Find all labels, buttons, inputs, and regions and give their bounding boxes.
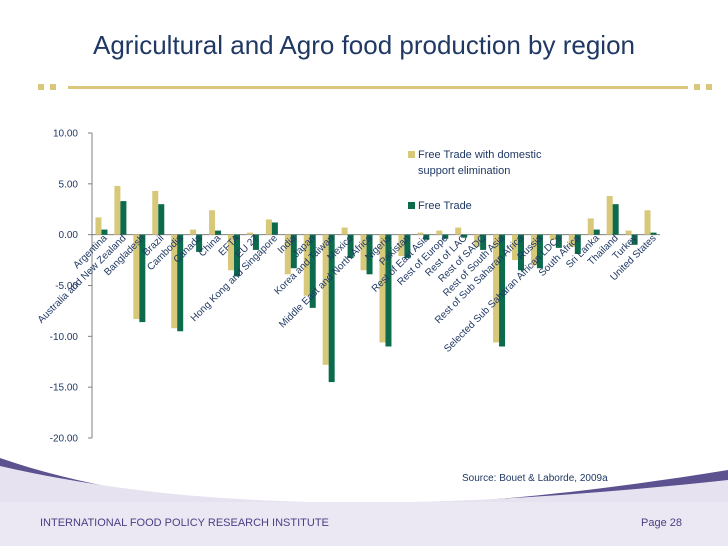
bar [171,234,178,329]
bar [139,234,146,323]
title-rule-dot [706,84,712,90]
bar [518,234,524,271]
bar [114,185,121,235]
bar [234,234,240,277]
title-rule-dot [694,84,700,90]
slide-title: Agricultural and Agro food production by… [92,30,635,60]
bar [360,234,367,271]
bar [347,234,354,259]
bar [568,234,575,247]
bar [158,204,165,235]
bar [612,204,619,235]
legend-label-line: Free Trade with domestic [418,149,542,161]
bar [215,230,222,235]
bar [190,229,197,235]
bar [309,234,316,308]
bar [196,234,203,252]
legend-swatch [408,151,415,158]
title-rule-dot [38,84,44,90]
bar [574,234,581,254]
bar [493,234,500,343]
footer-institute: INTERNATIONAL FOOD POLICY RESEARCH INSTI… [40,517,329,529]
bar [593,229,600,235]
bar [423,234,430,240]
bar [587,218,594,235]
legend-swatch [408,202,415,209]
bar [436,230,443,235]
bar [398,234,405,257]
bar [555,234,562,248]
y-tick-label: 0.00 [59,230,79,241]
legend-label: Free Trade [418,200,472,212]
bar [284,234,291,275]
bar [366,234,373,275]
bar [512,234,518,261]
bar [499,234,506,347]
footer-bar [0,502,728,546]
legend-label-line: support elimination [418,165,510,177]
bar [385,234,392,347]
page-number: Page 28 [641,517,682,529]
source-note: Source: Bouet & Laborde, 2009a [462,473,608,484]
bar [404,234,411,259]
bar [177,234,184,332]
bar [228,234,234,271]
bar [480,234,487,250]
bar [133,234,140,320]
y-tick-label: -20.00 [50,434,79,445]
bar [461,234,468,238]
bar [442,234,449,239]
bar [152,190,159,235]
bar [606,196,613,235]
bar [303,234,310,296]
bar [530,234,537,266]
bar [120,201,127,235]
bar [101,229,108,235]
title-rule-dot [50,84,56,90]
y-tick-label: 5.00 [59,179,79,190]
bar [455,227,462,235]
bar [265,219,272,235]
bar [631,234,638,245]
y-tick-label: -5.00 [55,281,78,292]
bar [417,232,424,235]
bar [246,232,253,235]
y-tick-label: 10.00 [53,129,78,140]
bar [328,234,335,383]
bar [536,234,543,269]
title-underline [68,86,688,89]
y-tick-label: -10.00 [50,332,79,343]
bar [322,234,329,365]
bar [271,222,278,235]
bar [252,234,259,250]
bar [625,230,632,235]
y-tick-label: -15.00 [50,383,79,394]
bar [549,234,556,240]
bar [474,234,481,247]
bar [650,232,657,235]
legend-label: Free Trade with domestic support eliminat… [418,149,542,177]
bar [95,217,102,235]
bar [341,227,348,235]
bar [209,210,216,235]
bar [290,234,297,269]
bar [644,210,651,235]
bar [379,234,386,343]
